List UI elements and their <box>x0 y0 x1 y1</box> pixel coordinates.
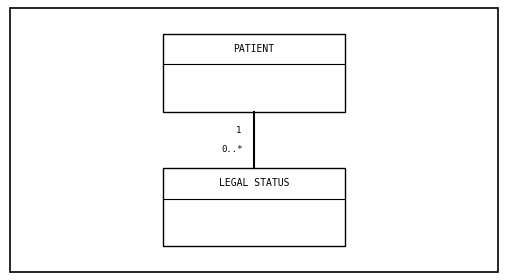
Text: LEGAL STATUS: LEGAL STATUS <box>219 178 289 188</box>
Text: 1: 1 <box>236 126 242 135</box>
Bar <box>163 168 345 246</box>
Text: 0..*: 0..* <box>221 145 242 154</box>
Bar <box>163 34 345 112</box>
Text: PATIENT: PATIENT <box>234 44 274 54</box>
